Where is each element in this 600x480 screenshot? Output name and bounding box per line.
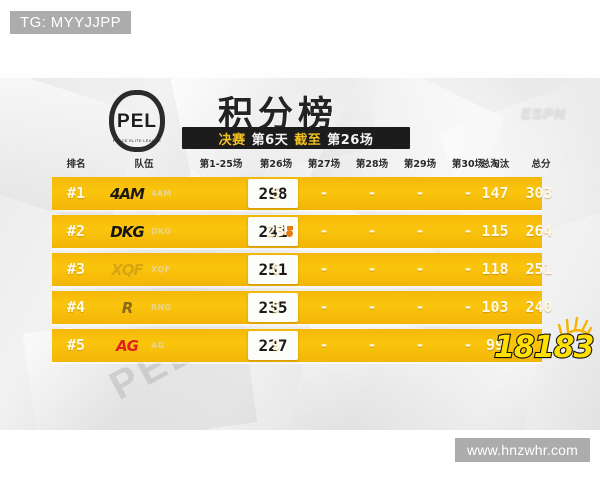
cell-m30: - [463, 336, 473, 354]
subtitle-match: 第26场 [327, 132, 374, 148]
cell-m28: - [367, 298, 377, 316]
cell-total-kills: 115 [481, 222, 509, 240]
chicken-dinner-medal-icon [286, 226, 293, 237]
telegram-watermark: TG: MYYJJPP [10, 11, 132, 34]
site-url-watermark: www.hnzwhr.com [455, 438, 590, 462]
team-abbreviation-label: DKG [151, 227, 172, 236]
cell-rank: #3 [66, 260, 86, 278]
cell-m26: 5 [271, 184, 281, 202]
table-row: #1 4AM 4AM 298 5- - - -147 303 [52, 177, 553, 210]
cell-m28: - [367, 222, 377, 240]
team-logo-icon: 4AM [110, 184, 145, 203]
cell-total-kills: 118 [481, 260, 509, 278]
column-header-rank: 排名 [66, 159, 86, 170]
team-abbreviation-label: 4AM [151, 189, 172, 198]
table-row: #2 DKG DKG 241 23- - - -115 264 [52, 215, 553, 248]
cell-m28: - [367, 336, 377, 354]
subtitle-stage: 决赛 [218, 132, 246, 148]
cell-rank: #1 [66, 184, 86, 202]
column-header-m29: 第29场 [403, 159, 437, 170]
cell-total-kills: 147 [481, 184, 509, 202]
subtitle-bar: 决赛 第6天 截至 第26场 [182, 127, 410, 149]
cell-matches-1-25-score: 251 [248, 255, 298, 284]
cell-total-kills: 99 [485, 336, 505, 354]
cell-rank: #4 [66, 298, 86, 316]
cell-rank: #2 [66, 222, 86, 240]
column-header-team: 队伍 [134, 159, 154, 170]
cell-m28: - [367, 260, 377, 278]
cell-rank: #5 [66, 336, 86, 354]
team-logo-icon: DKG [110, 222, 144, 241]
column-header-m28: 第28场 [355, 159, 389, 170]
cell-m29: - [415, 336, 425, 354]
column-header-total: 总分 [531, 159, 551, 170]
cell-m27: - [319, 184, 329, 202]
cell-m30: - [463, 298, 473, 316]
column-header-m27: 第27场 [307, 159, 341, 170]
cell-m28: - [367, 184, 377, 202]
cell-team: 4AM 4AM [100, 177, 240, 210]
table-row: #3 XQF XQF 251 0- - - -118 251 [52, 253, 553, 286]
cell-m27: - [319, 260, 329, 278]
cell-matches-1-25-score: 235 [248, 293, 298, 322]
cell-matches-1-25-score: 298 [248, 179, 298, 208]
cell-m26: 5 [271, 298, 281, 316]
cell-m29: - [415, 298, 425, 316]
cell-m27: - [319, 222, 329, 240]
cell-team: AG AG [100, 329, 240, 362]
brand-rays-icon [558, 316, 592, 340]
cell-m29: - [415, 260, 425, 278]
column-header-m30: 第30场 [451, 159, 485, 170]
brand-18183-logo: 18183 [490, 316, 596, 368]
cell-total-points: 251 [525, 260, 553, 278]
cell-team: XQF XQF [100, 253, 240, 286]
cell-m27: - [319, 336, 329, 354]
cell-total-kills: 103 [481, 298, 509, 316]
cell-matches-1-25-score: 241 [248, 217, 298, 246]
cell-total-points: 264 [525, 222, 553, 240]
cell-team: R RNG [100, 291, 240, 324]
subtitle-day: 第6天 [251, 132, 289, 148]
cell-total-points: 303 [525, 184, 553, 202]
pel-badge-shape [109, 90, 165, 152]
cell-m29: - [415, 184, 425, 202]
team-logo-icon: XQF [111, 260, 144, 279]
scoreboard-header: PEL PEACE ELITE LEAGUE 积分榜 决赛 第6天 截至 第26… [0, 78, 600, 156]
cell-m30: - [463, 260, 473, 278]
pel-logo-subtext: PEACE ELITE LEAGUE [112, 138, 162, 143]
team-logo-icon: R [121, 298, 134, 317]
column-header-kills: 总淘汰 [480, 159, 510, 170]
team-abbreviation-label: AG [151, 341, 165, 350]
cell-m26: 0 [271, 260, 281, 278]
cell-matches-1-25-score: 227 [248, 331, 298, 360]
cell-m26: 9 [271, 336, 281, 354]
subtitle-until: 截至 [294, 132, 322, 148]
pel-league-logo-icon: PEL PEACE ELITE LEAGUE [109, 90, 165, 152]
team-abbreviation-label: RNG [151, 303, 172, 312]
brand-logo-text: 18183 [493, 329, 596, 366]
cell-m30: - [463, 222, 473, 240]
cell-m30: - [463, 184, 473, 202]
cell-team: DKG DKG [100, 215, 240, 248]
broadcaster-watermark: ESPN [521, 106, 566, 123]
team-logo-icon: AG [116, 336, 139, 355]
cell-total-points: 240 [525, 298, 553, 316]
table-row: #4 R RNG 235 5- - - -103 240 [52, 291, 553, 324]
scoreboard-broadcast-frame: PEL PEL PEACE ELITE LEAGUE 积分榜 决赛 第6天 截至… [0, 78, 600, 430]
column-header-m1_25: 第1-25场 [199, 159, 243, 170]
column-header-m26: 第26场 [259, 159, 293, 170]
pel-logo-text: PEL [117, 111, 157, 133]
team-abbreviation-label: XQF [151, 265, 171, 274]
cell-m27: - [319, 298, 329, 316]
cell-m29: - [415, 222, 425, 240]
table-row: #5 AG AG 227 9- - - -99 [52, 329, 542, 362]
cell-m26: 23 [266, 222, 286, 240]
